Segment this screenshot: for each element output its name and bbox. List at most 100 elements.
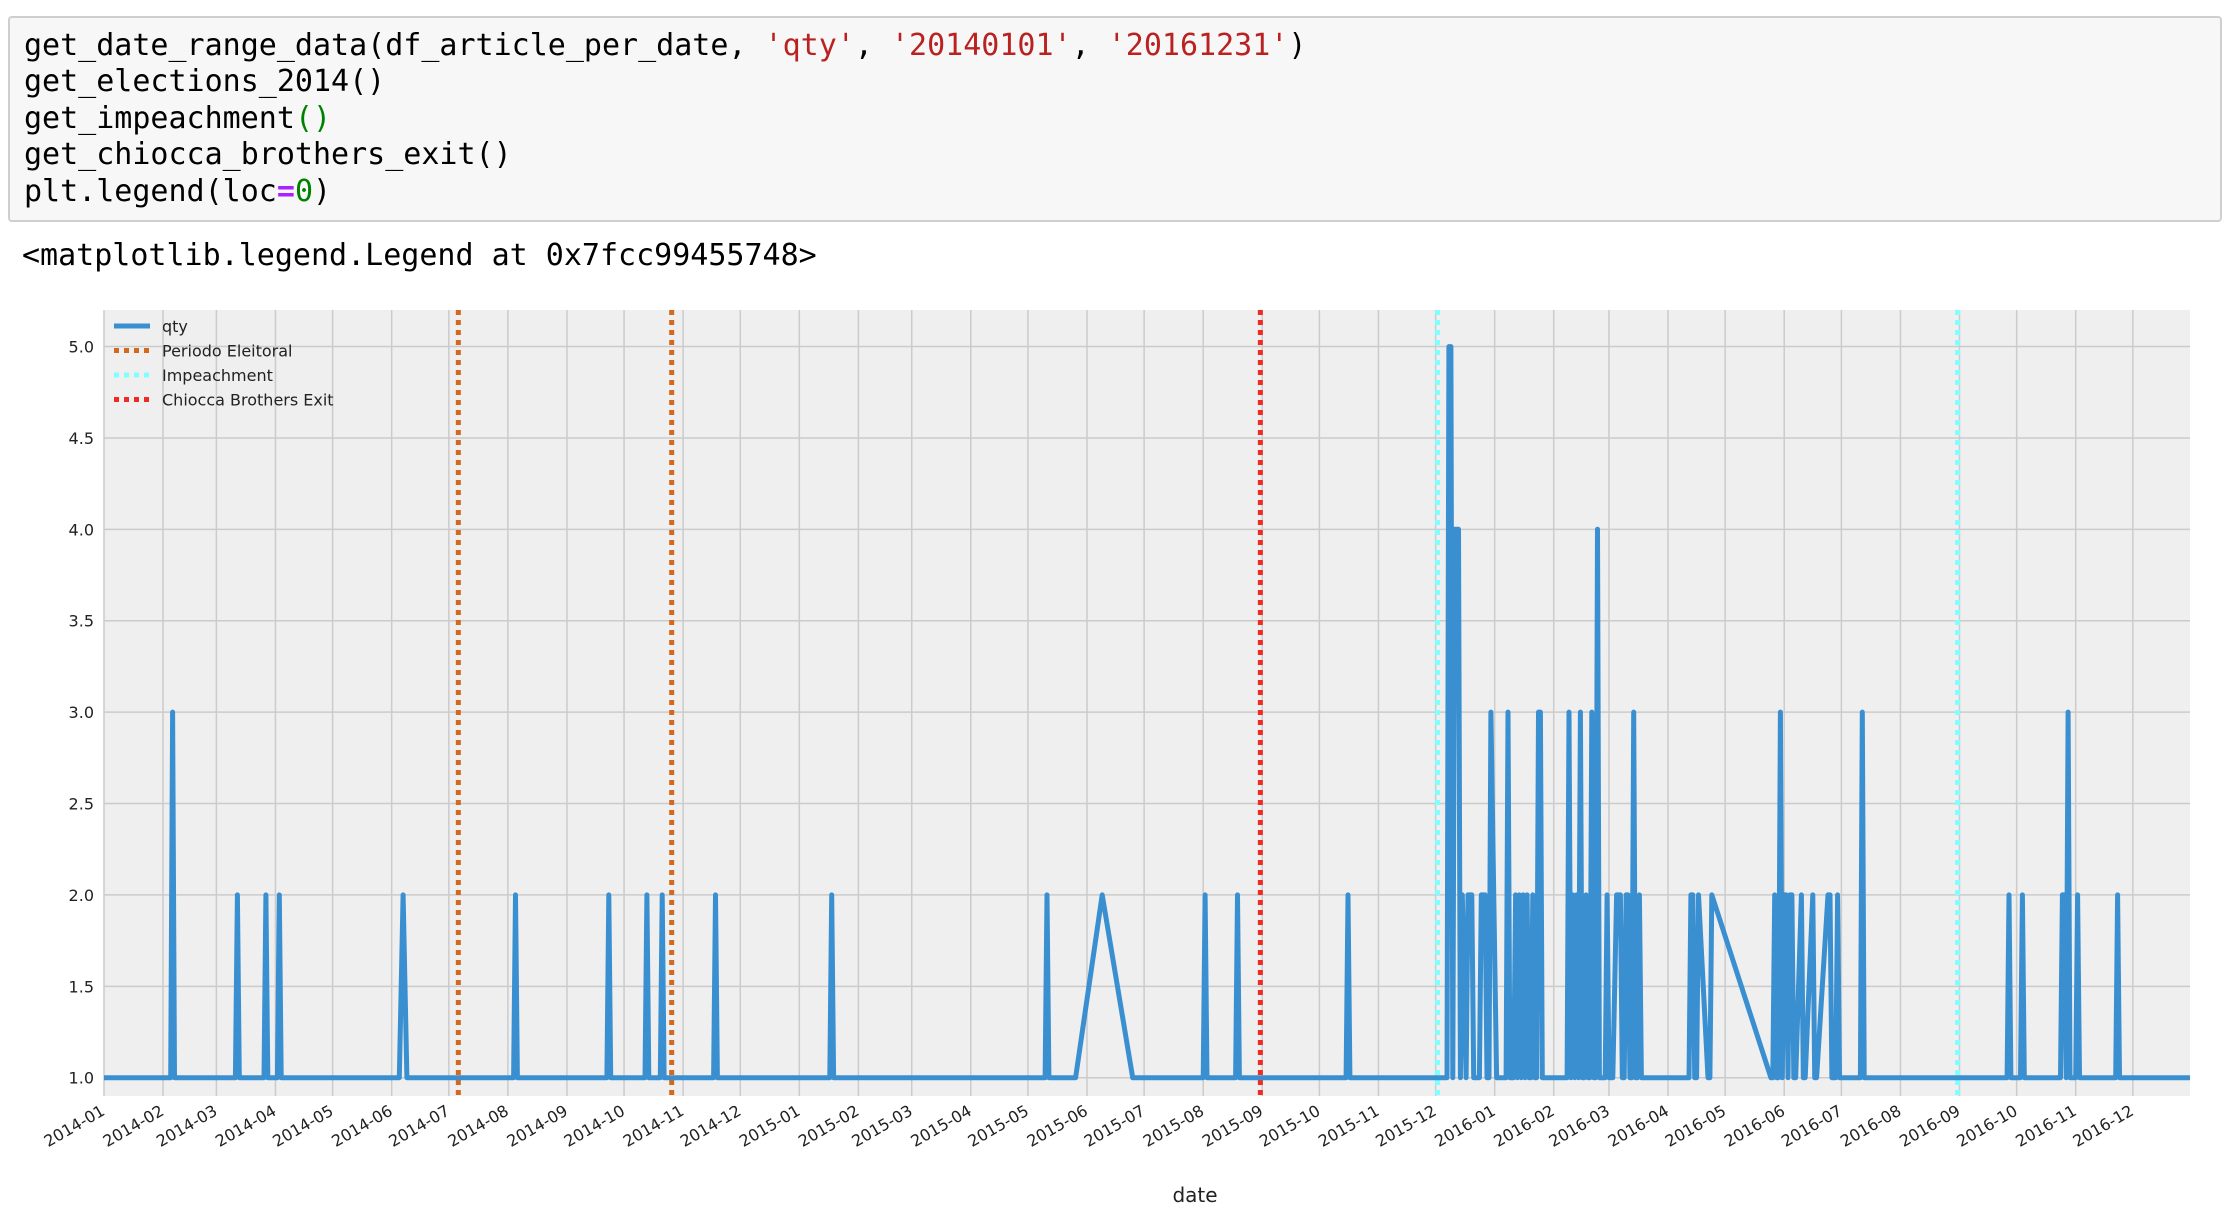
- data-point: [1513, 1077, 1514, 1078]
- data-point: [1635, 1077, 1636, 1078]
- code-cell[interactable]: get_date_range_data(df_article_per_date,…: [8, 16, 2222, 222]
- y-tick-label: 3.0: [69, 703, 94, 722]
- data-point: [2190, 1077, 2191, 1078]
- y-tick-label: 4.0: [69, 520, 94, 539]
- x-tick-label: 2014-04: [212, 1101, 279, 1151]
- x-tick-label: 2015-01: [736, 1101, 803, 1151]
- data-point: [1690, 894, 1691, 895]
- code-token: ,: [1071, 28, 1108, 63]
- data-point: [1833, 1077, 1834, 1078]
- data-point: [1770, 1077, 1771, 1078]
- x-tick-label: 2014-11: [620, 1101, 687, 1151]
- data-point: [1527, 894, 1528, 895]
- data-point: [1793, 1077, 1794, 1078]
- data-point: [1708, 1077, 1709, 1078]
- data-point: [1132, 1077, 1133, 1078]
- x-tick-label: 2015-07: [1081, 1101, 1148, 1151]
- data-point: [1841, 1077, 1842, 1078]
- cell-output-text: <matplotlib.legend.Legend at 0x7fcc99455…: [22, 238, 817, 273]
- data-point: [2115, 1077, 2116, 1078]
- data-point: [2119, 1077, 2120, 1078]
- data-point: [2062, 894, 2063, 895]
- data-point: [1789, 894, 1790, 895]
- data-point: [1601, 1077, 1602, 1078]
- data-point: [1488, 1077, 1489, 1078]
- data-point: [1347, 894, 1348, 895]
- data-point: [1528, 1077, 1529, 1078]
- data-point: [517, 1077, 518, 1078]
- data-point: [1780, 712, 1781, 713]
- data-point: [1791, 894, 1792, 895]
- data-point: [1831, 1077, 1832, 1078]
- code-token: (): [294, 100, 332, 136]
- data-point: [1673, 1077, 1674, 1078]
- data-point: [660, 1077, 661, 1078]
- data-point: [1633, 712, 1634, 713]
- data-point: [2068, 712, 2069, 713]
- legend-label: Impeachment: [162, 366, 273, 385]
- y-tick-label: 2.5: [69, 795, 94, 814]
- data-point: [1487, 1077, 1488, 1078]
- data-point: [1567, 1077, 1568, 1078]
- x-tick-label: 2016-11: [2012, 1101, 2079, 1151]
- data-point: [2077, 894, 2078, 895]
- data-point: [1643, 1077, 1644, 1078]
- data-point: [646, 894, 647, 895]
- x-tick-label: 2015-04: [907, 1101, 974, 1151]
- data-point: [1570, 1077, 1571, 1078]
- data-point: [1578, 1077, 1579, 1078]
- data-point: [2117, 894, 2118, 895]
- code-token: =: [276, 173, 295, 209]
- data-point: [1629, 1077, 1630, 1078]
- data-point: [1626, 894, 1627, 895]
- data-point: [1568, 712, 1569, 713]
- data-point: [1782, 1077, 1783, 1078]
- x-tick-label: 2016-07: [1778, 1101, 1845, 1151]
- data-point: [1207, 1077, 1208, 1078]
- data-point: [1839, 1077, 1840, 1078]
- data-point: [662, 894, 663, 895]
- data-point: [1812, 894, 1813, 895]
- y-tick-label: 3.5: [69, 612, 94, 631]
- data-point: [1235, 1077, 1236, 1078]
- data-point: [1862, 712, 1863, 713]
- data-point: [1637, 1077, 1638, 1078]
- data-point: [1616, 894, 1617, 895]
- data-point: [1506, 1077, 1507, 1078]
- data-point: [104, 1077, 105, 1078]
- data-point: [1490, 712, 1491, 713]
- x-tick-label: 2014-05: [269, 1101, 336, 1151]
- x-tick-label: 2016-10: [1953, 1101, 2020, 1151]
- data-point: [1450, 346, 1451, 347]
- x-tick-label: 2015-10: [1256, 1101, 1323, 1151]
- data-point: [606, 1077, 607, 1078]
- x-tick-label: 2016-04: [1605, 1101, 1672, 1151]
- code-token: get_impeachment: [24, 100, 295, 136]
- data-point: [1639, 894, 1640, 895]
- data-point: [1624, 1077, 1625, 1078]
- code-token: '20161231': [1107, 28, 1289, 63]
- data-point: [1795, 1077, 1796, 1078]
- data-point: [1473, 1077, 1474, 1078]
- data-point: [1349, 1077, 1350, 1078]
- data-point: [1530, 1077, 1531, 1078]
- data-point: [2024, 1077, 2025, 1078]
- code-token: plt.legend(loc: [24, 173, 277, 209]
- data-point: [1709, 1077, 1710, 1078]
- data-point: [1588, 1077, 1589, 1078]
- data-point: [1452, 1077, 1453, 1078]
- data-point: [1816, 1077, 1817, 1078]
- data-point: [2079, 1077, 2080, 1078]
- x-tick-label: 2014-07: [385, 1101, 452, 1151]
- data-point: [1829, 894, 1830, 895]
- code-editor[interactable]: get_date_range_data(df_article_per_date,…: [24, 28, 1306, 210]
- data-point: [1599, 1077, 1600, 1078]
- data-point: [2007, 1077, 2008, 1078]
- x-tick-label: 2014-03: [153, 1101, 220, 1151]
- data-point: [264, 1077, 265, 1078]
- x-tick-label: 2015-11: [1315, 1101, 1382, 1151]
- data-point: [1698, 894, 1699, 895]
- x-tick-label: 2016-03: [1546, 1101, 1613, 1151]
- data-point: [1485, 894, 1486, 895]
- data-point: [1612, 1077, 1613, 1078]
